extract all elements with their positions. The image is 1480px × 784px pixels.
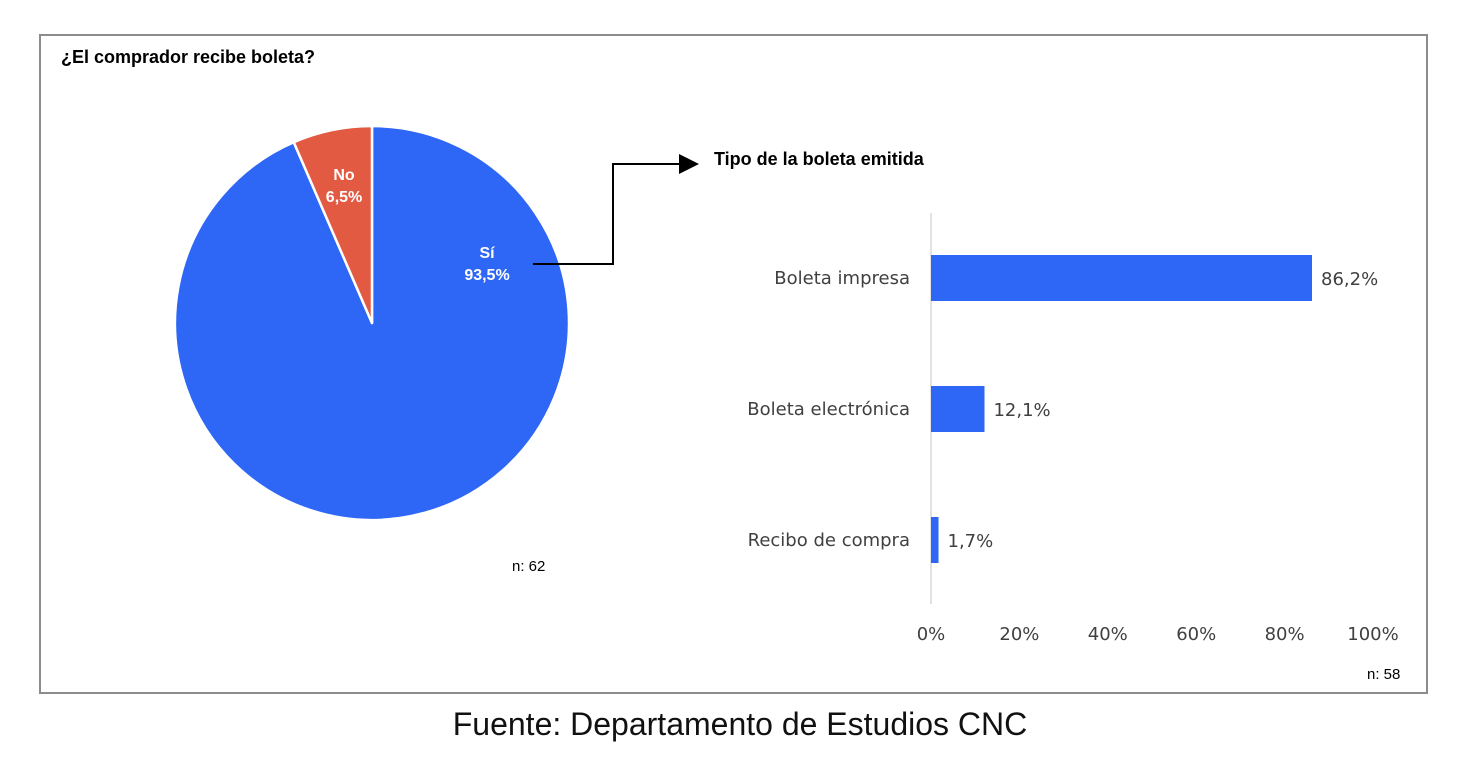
- pie-slice-no: [292, 124, 374, 325]
- bar-chart: Boleta impresa 86,2% Boleta electrónica 12,…: [747, 255, 1399, 645]
- bar-n-label: n: 58: [1367, 666, 1400, 683]
- bar-category-label: Boleta impresa: [774, 268, 910, 289]
- bar-value-label: 12,1%: [993, 400, 1050, 421]
- x-tick-label: 0%: [917, 624, 946, 645]
- bar-category-label: Boleta electrónica: [747, 399, 910, 420]
- pie-slice-value-si: 93,5%: [464, 267, 509, 284]
- bar: [931, 255, 1313, 301]
- x-tick-label: 20%: [999, 624, 1039, 645]
- pie-chart-title: ¿El comprador recibe boleta?: [61, 47, 315, 67]
- bar-value-label: 1,7%: [948, 531, 994, 552]
- bar: [931, 386, 985, 432]
- pie-n-label: n: 62: [512, 558, 545, 575]
- pie-slice-label-si: Sí: [479, 245, 495, 262]
- connector-arrow: [533, 154, 699, 265]
- bar: [931, 517, 939, 563]
- source-caption: Fuente: Departamento de Estudios CNC: [452, 706, 1028, 742]
- bar-value-label: 86,2%: [1321, 269, 1378, 290]
- bar-category-label: Recibo de compra: [748, 530, 910, 551]
- x-tick-label: 80%: [1265, 624, 1305, 645]
- pie-chart: Sí 93,5% No 6,5%: [173, 124, 571, 522]
- pie-slice-label-no: No: [333, 167, 355, 184]
- bar-chart-title: Tipo de la boleta emitida: [714, 149, 925, 169]
- x-tick-label: 100%: [1347, 624, 1398, 645]
- x-tick-label: 60%: [1176, 624, 1216, 645]
- x-tick-label: 40%: [1088, 624, 1128, 645]
- pie-slice-value-no: 6,5%: [326, 189, 362, 206]
